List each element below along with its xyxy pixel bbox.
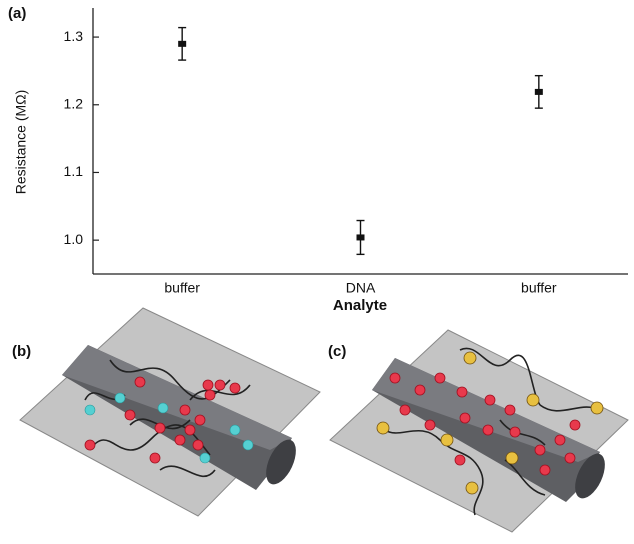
y-tick-label: 1.0 [64,231,84,247]
x-axis-label: Analyte [333,297,387,314]
y-tick-label: 1.2 [64,95,84,111]
illustration-c: (c) [328,330,628,532]
panel-label: (a) [8,5,26,22]
panel-label: (b) [12,343,31,360]
y-axis-label: Resistance (MΩ) [13,90,29,195]
y-tick-label: 1.3 [64,28,84,44]
panel-label: (c) [328,343,346,360]
x-tick-label: buffer [521,280,557,296]
illustration-b: (b) [12,308,320,516]
point [178,41,186,47]
y-tick-label: 1.1 [64,163,84,179]
x-tick-label: DNA [346,280,376,296]
point [535,89,543,95]
x-tick-label: buffer [164,280,200,296]
figure: (a) Resistance (MΩ) Analyte (b) (c) [0,0,634,544]
point [357,234,365,240]
